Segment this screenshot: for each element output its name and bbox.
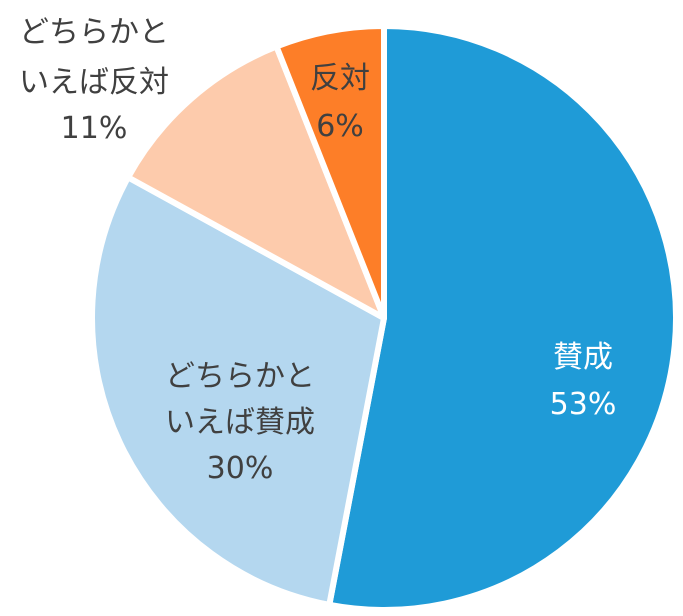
slice-somewhat-agree [89, 174, 387, 608]
label-oppose-pct: 6% [316, 109, 364, 144]
slice-somewhat-oppose [125, 43, 387, 321]
label-somewhat-agree: どちらかと いえば賛成 30% [165, 359, 315, 486]
label-agree-name: 賛成 [553, 340, 613, 375]
label-somewhat-oppose-line2: いえば反対 [19, 65, 169, 100]
slice-agree [326, 23, 679, 613]
label-somewhat-oppose-pct: 11% [61, 111, 128, 146]
label-agree: 賛成 53% [550, 340, 617, 422]
label-oppose: 反対 6% [310, 61, 370, 144]
label-somewhat-oppose: どちらかと いえば反対 11% [19, 15, 169, 146]
label-agree-pct: 53% [550, 387, 617, 422]
label-somewhat-agree-line2: いえば賛成 [165, 405, 315, 440]
pie-slices [89, 23, 679, 613]
label-somewhat-agree-pct: 30% [207, 451, 274, 486]
label-somewhat-agree-line1: どちらかと [165, 359, 315, 394]
slice-oppose [273, 23, 387, 321]
label-somewhat-oppose-line1: どちらかと [19, 15, 169, 50]
label-oppose-name: 反対 [310, 61, 370, 96]
